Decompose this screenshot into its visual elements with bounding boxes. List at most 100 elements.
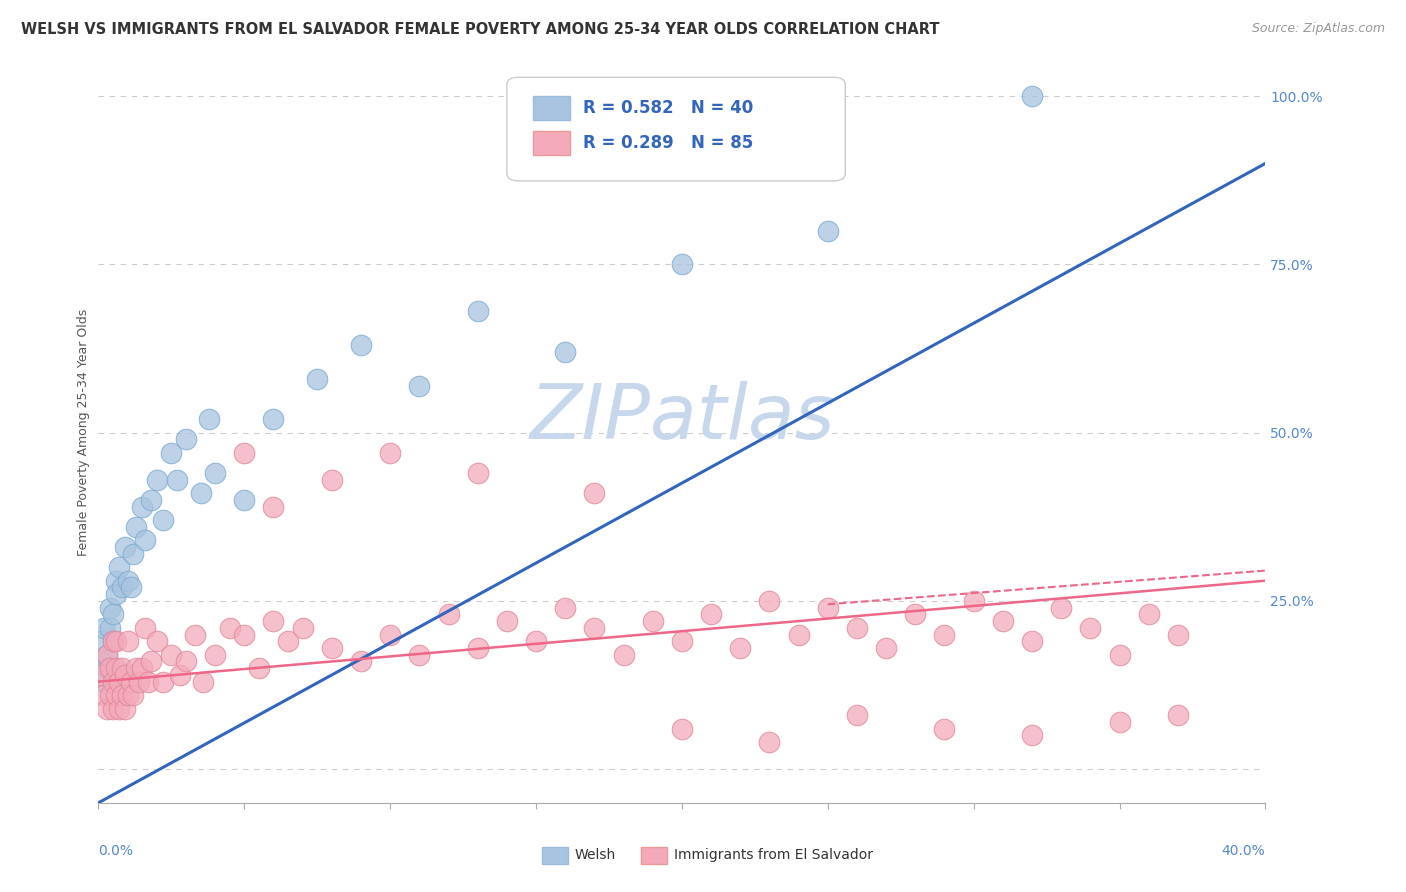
Point [846, 621, 869, 635]
Point [817, 224, 839, 238]
Point [136, 674, 159, 689]
Point [467, 640, 489, 655]
Point [1080, 621, 1102, 635]
Point [101, 607, 124, 622]
Point [262, 500, 284, 514]
Text: R = 0.582   N = 40: R = 0.582 N = 40 [582, 99, 754, 118]
Point [114, 701, 136, 715]
Point [904, 607, 927, 622]
Point [262, 614, 284, 628]
Point [108, 701, 131, 715]
Point [174, 655, 197, 669]
FancyBboxPatch shape [641, 847, 666, 863]
Text: Immigrants from El Salvador: Immigrants from El Salvador [673, 848, 873, 863]
Point [98, 600, 121, 615]
Point [1108, 714, 1130, 729]
Point [134, 621, 156, 635]
Point [700, 607, 723, 622]
Point [101, 701, 124, 715]
Point [131, 500, 153, 514]
Point [408, 378, 430, 392]
Point [1021, 89, 1043, 103]
Point [104, 688, 127, 702]
FancyBboxPatch shape [541, 847, 568, 863]
Point [1137, 607, 1160, 622]
Point [104, 634, 127, 648]
Text: WELSH VS IMMIGRANTS FROM EL SALVADOR FEMALE POVERTY AMONG 25-34 YEAR OLDS CORREL: WELSH VS IMMIGRANTS FROM EL SALVADOR FEM… [21, 22, 939, 37]
Point [277, 634, 299, 648]
Point [90, 655, 112, 669]
Point [1021, 729, 1043, 743]
Point [671, 634, 693, 648]
Point [98, 688, 121, 702]
Point [641, 614, 664, 628]
Point [120, 581, 142, 595]
Point [160, 446, 183, 460]
Point [120, 674, 142, 689]
Point [583, 621, 606, 635]
Point [758, 735, 780, 749]
Point [380, 627, 402, 641]
Point [104, 587, 127, 601]
FancyBboxPatch shape [533, 96, 569, 120]
Point [146, 473, 169, 487]
Point [307, 372, 329, 386]
Point [291, 621, 314, 635]
Point [671, 257, 693, 271]
Point [114, 668, 136, 682]
Point [193, 674, 215, 689]
Point [117, 688, 139, 702]
Point [247, 661, 270, 675]
Point [125, 661, 148, 675]
Point [93, 688, 115, 702]
Point [117, 574, 139, 588]
Point [169, 668, 191, 682]
Point [408, 648, 430, 662]
Point [496, 614, 519, 628]
Point [90, 668, 112, 682]
Point [134, 533, 156, 548]
Point [111, 581, 134, 595]
Point [204, 648, 226, 662]
Point [122, 688, 145, 702]
Point [262, 412, 284, 426]
Text: ZIPatlas: ZIPatlas [529, 381, 835, 455]
Point [128, 674, 150, 689]
Point [204, 466, 226, 480]
Y-axis label: Female Poverty Among 25-34 Year Olds: Female Poverty Among 25-34 Year Olds [77, 309, 90, 557]
Point [380, 446, 402, 460]
Text: 40.0%: 40.0% [1222, 844, 1265, 857]
Point [111, 661, 134, 675]
Point [104, 661, 127, 675]
Point [233, 492, 256, 507]
Point [117, 634, 139, 648]
Point [962, 594, 984, 608]
Point [122, 547, 145, 561]
Point [139, 492, 162, 507]
Point [350, 655, 373, 669]
Point [1167, 708, 1189, 723]
Point [104, 574, 127, 588]
Point [108, 560, 131, 574]
Point [218, 621, 240, 635]
Text: Welsh: Welsh [575, 848, 616, 863]
Point [101, 634, 124, 648]
Point [321, 640, 343, 655]
Text: Source: ZipAtlas.com: Source: ZipAtlas.com [1251, 22, 1385, 36]
Point [991, 614, 1014, 628]
Point [108, 674, 131, 689]
Point [101, 674, 124, 689]
Point [467, 304, 489, 318]
Point [111, 688, 134, 702]
Point [583, 486, 606, 500]
Point [152, 674, 174, 689]
Point [139, 655, 162, 669]
Point [190, 486, 212, 500]
Point [671, 722, 693, 736]
Point [152, 513, 174, 527]
Point [875, 640, 897, 655]
Point [125, 520, 148, 534]
Point [233, 627, 256, 641]
Point [93, 674, 115, 689]
Point [554, 600, 576, 615]
